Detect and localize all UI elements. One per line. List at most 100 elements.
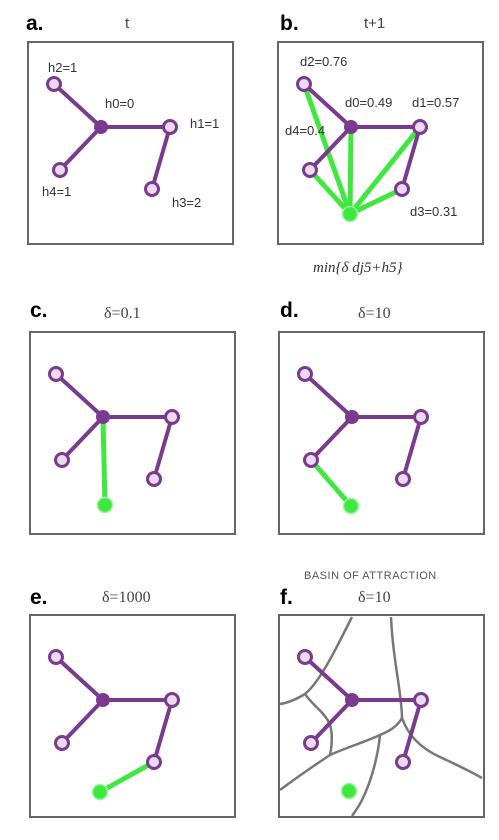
edge-n0-n4: [308, 125, 353, 172]
panel-f-subtitle: BASIN OF ATTRACTION: [304, 570, 437, 582]
node-n2: [48, 366, 64, 382]
label-d1: d1=0.57: [412, 95, 459, 110]
panel-c-graph: [48, 366, 180, 514]
node-n1: [412, 119, 428, 135]
panel-f-label: f.: [280, 586, 293, 609]
panel-a-label: a.: [26, 12, 44, 35]
label-d4: d4=0.4: [285, 123, 325, 138]
panel-e-title: δ=1000: [102, 589, 151, 606]
node-n1: [164, 409, 180, 425]
new-edge-n3: [97, 759, 157, 795]
new-edge-n0: [347, 124, 354, 217]
edge-n0-n2: [302, 82, 353, 129]
panel-b-title: t+1: [364, 15, 385, 32]
node-n1: [162, 119, 178, 135]
hub-node: [94, 120, 108, 134]
panel-a-frame: [27, 41, 234, 245]
panel-e-label: e.: [30, 586, 48, 609]
new-node: [91, 783, 109, 801]
panel-f-graph: [297, 649, 429, 800]
new-node: [340, 782, 358, 800]
edge-n0-n4: [58, 125, 103, 172]
panel-c-label: c.: [30, 299, 48, 322]
new-edge-n3: [347, 186, 405, 217]
node-n3: [395, 754, 411, 770]
basin-boundary-right: [389, 616, 404, 719]
node-n3: [146, 754, 162, 770]
panel-f-title: δ=10: [358, 589, 391, 606]
edge-n0-n4: [60, 415, 105, 462]
new-edge-n2: [301, 81, 353, 217]
panel-e-graph: [48, 649, 180, 801]
node-n2: [297, 366, 313, 382]
node-n1: [413, 409, 429, 425]
panel-e: e. δ=1000: [29, 586, 236, 818]
edge-n0-n2: [54, 655, 105, 702]
panel-b-label: b.: [280, 12, 299, 35]
edge-n1-n3: [152, 698, 174, 764]
basin-boundary-upper-left: [279, 616, 354, 706]
node-n4: [302, 162, 318, 178]
node-n4: [303, 735, 319, 751]
label-h1: h1=1: [190, 116, 219, 131]
node-n2: [296, 76, 312, 92]
node-n2: [48, 649, 64, 665]
node-n4: [54, 735, 70, 751]
node-n2: [46, 76, 62, 92]
node-n3: [146, 471, 162, 487]
label-h2: h2=1: [48, 60, 77, 75]
new-edge-n4: [307, 167, 353, 217]
label-h0: h0=0: [105, 96, 134, 111]
min-formula: min{δ dj5+h5}: [313, 260, 403, 276]
panel-b-frame: [277, 41, 484, 245]
edge-n0-n4: [60, 698, 105, 745]
panel-d-title: δ=10: [358, 305, 391, 322]
new-edge-n4: [308, 457, 354, 509]
hub-node: [96, 693, 110, 707]
panel-e-frame: [29, 614, 236, 818]
edge-n1-n3: [401, 415, 423, 481]
edge-n1-n3: [401, 698, 423, 764]
node-n4: [303, 452, 319, 468]
panel-d-label: d.: [280, 299, 299, 322]
panel-d-graph: [297, 366, 429, 515]
hub-node: [344, 120, 358, 134]
edge-n0-n4: [309, 698, 354, 745]
panel-b: b. t+1 d2=0.76 d0=0.49 d1=0.57 d4=0.4 d3…: [277, 12, 484, 245]
node-n4: [54, 452, 70, 468]
new-node: [96, 496, 114, 514]
panel-a-title: t: [125, 15, 130, 32]
panel-a-graph: [46, 76, 178, 197]
edge-n1-n3: [150, 125, 172, 191]
panel-f-frame: [278, 614, 485, 818]
node-n4: [52, 162, 68, 178]
hub-node: [96, 410, 110, 424]
panel-a: a. t h2=1 h0=0 h1=1 h4=1 h3=2: [26, 12, 234, 245]
basin-boundary-lower: [400, 717, 483, 780]
label-d0: d0=0.49: [345, 95, 392, 110]
hub-node: [345, 693, 359, 707]
new-node: [341, 205, 359, 223]
panel-c-frame: [29, 331, 236, 535]
edge-n1-n3: [400, 125, 422, 191]
panel-c-title: δ=0.1: [104, 305, 141, 322]
new-edge-n0: [100, 414, 108, 508]
label-d2: d2=0.76: [300, 54, 347, 69]
edge-n0-n2: [303, 372, 354, 419]
basin-boundary-bottom: [350, 734, 382, 817]
node-n3: [144, 181, 160, 197]
edge-n0-n2: [54, 372, 105, 419]
node-n3: [395, 471, 411, 487]
edge-n0-n4: [309, 415, 354, 462]
panel-f: f. BASIN OF ATTRACTION δ=10: [278, 570, 485, 818]
panel-b-graph: [296, 76, 428, 223]
node-n2: [297, 649, 313, 665]
label-d3: d3=0.31: [410, 204, 457, 219]
panel-d: d. δ=10: [278, 299, 485, 535]
hub-node: [345, 410, 359, 424]
panel-d-frame: [278, 331, 485, 535]
panel-c: c. δ=0.1: [29, 299, 236, 535]
basin-boundary-middle: [279, 717, 404, 792]
node-n1: [413, 692, 429, 708]
